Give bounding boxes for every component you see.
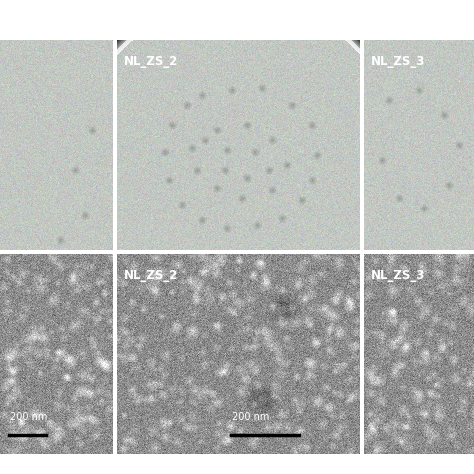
Text: 200 nm: 200 nm xyxy=(232,412,269,422)
Text: 200 nm: 200 nm xyxy=(9,412,47,422)
Text: NL_ZS_2: NL_ZS_2 xyxy=(124,268,178,282)
Text: NL_ZS_2: NL_ZS_2 xyxy=(124,55,178,67)
Text: NL_ZS_3: NL_ZS_3 xyxy=(371,55,425,67)
Text: NL_ZS_3: NL_ZS_3 xyxy=(371,268,425,282)
